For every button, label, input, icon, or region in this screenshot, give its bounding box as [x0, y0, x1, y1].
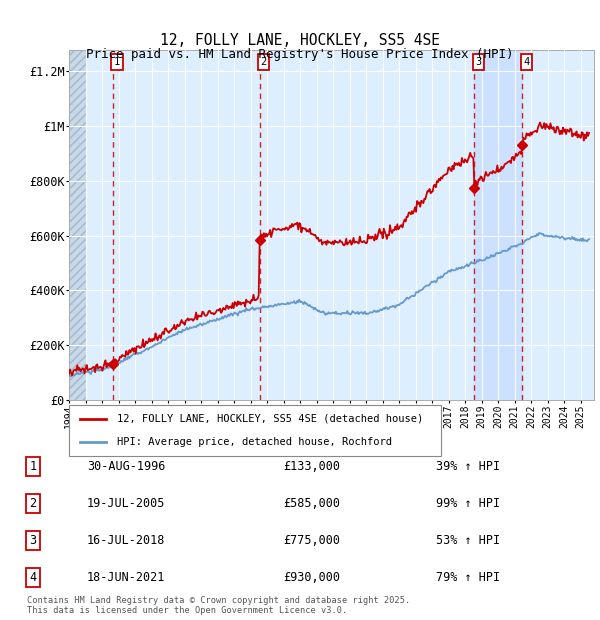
Text: 99% ↑ HPI: 99% ↑ HPI — [436, 497, 500, 510]
Text: 1: 1 — [29, 460, 37, 472]
Text: 16-JUL-2018: 16-JUL-2018 — [87, 534, 165, 547]
Text: 12, FOLLY LANE, HOCKLEY, SS5 4SE: 12, FOLLY LANE, HOCKLEY, SS5 4SE — [160, 33, 440, 48]
Text: Contains HM Land Registry data © Crown copyright and database right 2025.
This d: Contains HM Land Registry data © Crown c… — [27, 596, 410, 615]
Text: 53% ↑ HPI: 53% ↑ HPI — [436, 534, 500, 547]
Text: £930,000: £930,000 — [284, 572, 341, 584]
Text: 4: 4 — [523, 57, 530, 67]
Text: £775,000: £775,000 — [284, 534, 341, 547]
Text: 1: 1 — [114, 57, 120, 67]
Text: 2: 2 — [260, 57, 267, 67]
Text: 2: 2 — [29, 497, 37, 510]
Text: 18-JUN-2021: 18-JUN-2021 — [87, 572, 165, 584]
Text: 39% ↑ HPI: 39% ↑ HPI — [436, 460, 500, 472]
FancyBboxPatch shape — [69, 405, 441, 456]
Text: £585,000: £585,000 — [284, 497, 341, 510]
Text: 19-JUL-2005: 19-JUL-2005 — [87, 497, 165, 510]
Bar — [474, 50, 523, 400]
Text: £133,000: £133,000 — [284, 460, 341, 472]
Text: 30-AUG-1996: 30-AUG-1996 — [87, 460, 165, 472]
Text: 3: 3 — [475, 57, 481, 67]
Text: 4: 4 — [29, 572, 37, 584]
Text: 12, FOLLY LANE, HOCKLEY, SS5 4SE (detached house): 12, FOLLY LANE, HOCKLEY, SS5 4SE (detach… — [118, 414, 424, 423]
Text: 3: 3 — [29, 534, 37, 547]
Bar — [69, 50, 86, 400]
Text: HPI: Average price, detached house, Rochford: HPI: Average price, detached house, Roch… — [118, 437, 392, 447]
Text: Price paid vs. HM Land Registry's House Price Index (HPI): Price paid vs. HM Land Registry's House … — [86, 48, 514, 61]
Text: 79% ↑ HPI: 79% ↑ HPI — [436, 572, 500, 584]
